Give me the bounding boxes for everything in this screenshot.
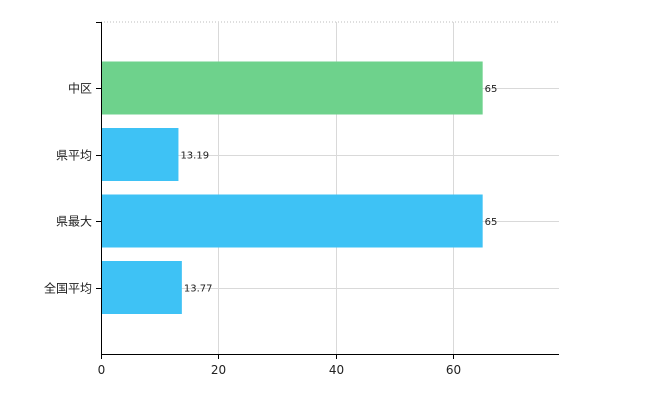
x-tick-label: 20 bbox=[211, 363, 226, 377]
data-label: 65 bbox=[485, 84, 498, 95]
y-tick-label: 県最大 bbox=[56, 215, 92, 229]
bar bbox=[101, 128, 179, 181]
y-tick-label: 県平均 bbox=[56, 149, 92, 163]
bar bbox=[101, 61, 483, 115]
x-tick-label: 40 bbox=[329, 363, 344, 377]
y-tick-label: 中区 bbox=[68, 81, 92, 96]
bar bbox=[101, 261, 182, 314]
data-label: 13.77 bbox=[184, 284, 213, 295]
y-tick-label: 全国平均 bbox=[44, 281, 92, 296]
x-tick-label: 60 bbox=[446, 363, 461, 377]
x-tick-label: 0 bbox=[98, 363, 106, 377]
data-label: 13.19 bbox=[180, 151, 209, 162]
bar bbox=[101, 194, 483, 248]
data-label: 65 bbox=[485, 217, 498, 228]
